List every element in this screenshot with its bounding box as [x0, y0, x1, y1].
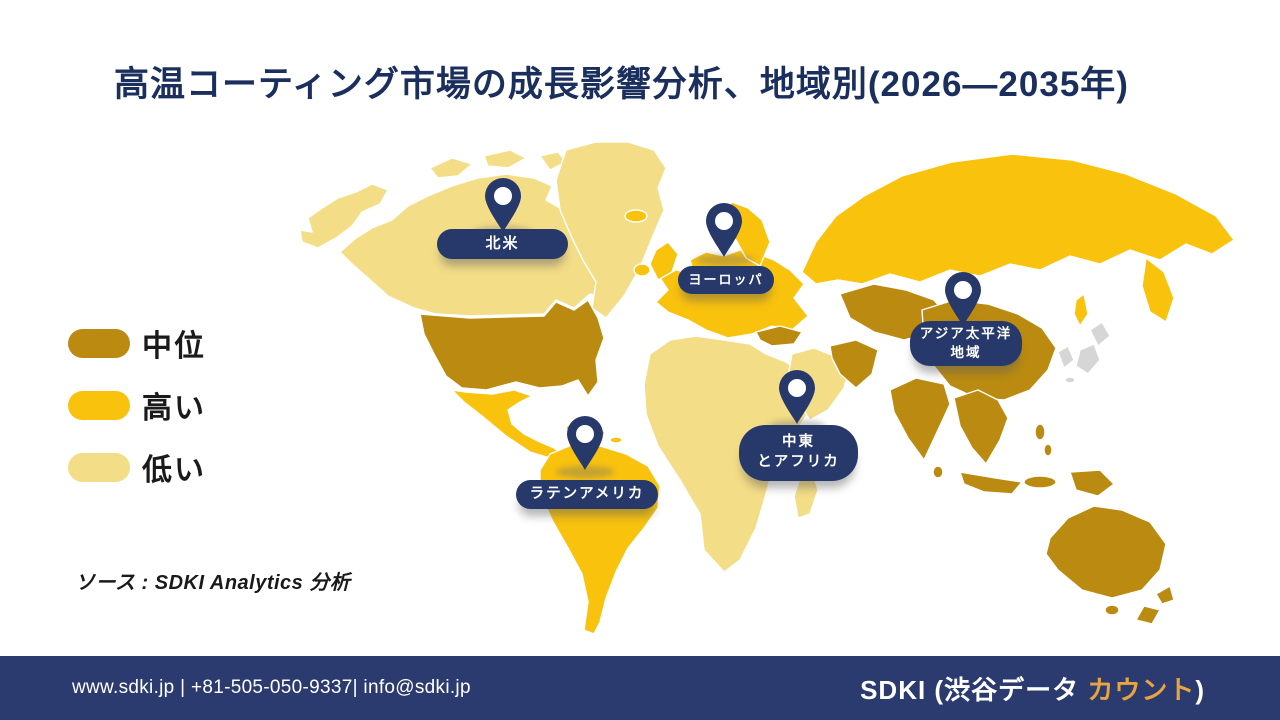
region-japan: [1075, 343, 1101, 375]
region-arctic-island: [429, 157, 473, 179]
region-label-north-america[interactable]: 北米: [437, 229, 568, 259]
region-new-zealand: [1135, 605, 1161, 625]
footer-brand: SDKI (渋谷データ カウント): [860, 670, 1205, 707]
page-title: 高温コーティング市場の成長影響分析、地域別(2026—2035年): [114, 65, 1129, 104]
region-sakhalin: [1073, 293, 1089, 327]
legend-swatch-high: [68, 390, 130, 420]
region-caribbean: [609, 436, 623, 444]
brand-prefix: SDKI (渋谷データ: [860, 674, 1088, 705]
legend-swatch-medium: [68, 328, 130, 358]
region-australia: [1045, 505, 1167, 599]
region-sri-lanka: [932, 465, 944, 479]
region-new-guinea: [1069, 469, 1115, 497]
legend-label: 低い: [142, 454, 206, 487]
region-korea: [1057, 345, 1075, 369]
legend-label: 高い: [142, 392, 206, 425]
footer-contact: www.sdki.jp | +81-505-050-9337| info@sdk…: [72, 677, 471, 698]
region-new-zealand: [1155, 585, 1175, 605]
region-japan: [1064, 376, 1076, 384]
region-uk: [649, 241, 679, 281]
region-label-europe[interactable]: ヨーロッパ: [678, 266, 774, 294]
pin-icon-middle-east-africa[interactable]: [774, 368, 820, 426]
region-indonesia: [1023, 475, 1057, 489]
legend-swatch-low: [68, 452, 130, 482]
footer-bar: www.sdki.jp | +81-505-050-9337| info@sdk…: [0, 656, 1280, 720]
region-greenland: [555, 141, 667, 319]
region-russia: [801, 153, 1235, 285]
region-arctic-island: [483, 149, 527, 169]
region-usa: [419, 299, 605, 397]
region-label-asia-pacific[interactable]: アジア太平洋 地域: [910, 321, 1022, 366]
region-label-middle-east-africa[interactable]: 中東 とアフリカ: [739, 425, 858, 481]
brand-suffix: ): [1195, 674, 1205, 705]
pin-icon-latin-america[interactable]: [562, 414, 608, 472]
region-alaska: [299, 183, 389, 249]
region-philippines: [1043, 443, 1053, 457]
region-tasmania: [1104, 604, 1120, 616]
pin-icon-europe[interactable]: [701, 201, 747, 259]
region-kamchatka: [1141, 257, 1175, 323]
region-turkey: [755, 325, 803, 347]
pin-icon-north-america[interactable]: [480, 176, 526, 234]
pin-icon-asia-pacific[interactable]: [940, 270, 986, 328]
legend-item-high: 高い: [68, 383, 206, 427]
region-iran: [829, 339, 879, 389]
region-india: [889, 377, 951, 461]
legend: 中位 高い 低い: [68, 321, 206, 507]
source-note: ソース : SDKI Analytics 分析: [75, 572, 351, 594]
region-iceland: [624, 209, 648, 223]
pin-shadow: [556, 466, 614, 478]
legend-item-medium: 中位: [68, 321, 206, 365]
region-southeast-asia: [953, 389, 1009, 465]
region-mexico: [451, 389, 567, 459]
region-japan: [1089, 321, 1111, 347]
pin-shadow: [696, 254, 754, 266]
brand-highlight: カウント: [1087, 674, 1196, 705]
region-philippines: [1034, 423, 1046, 441]
legend-label: 中位: [142, 330, 206, 363]
legend-item-low: 低い: [68, 445, 206, 489]
region-ireland: [633, 263, 651, 277]
region-label-latin-america[interactable]: ラテンアメリカ: [516, 480, 658, 509]
region-indonesia: [959, 471, 1023, 495]
